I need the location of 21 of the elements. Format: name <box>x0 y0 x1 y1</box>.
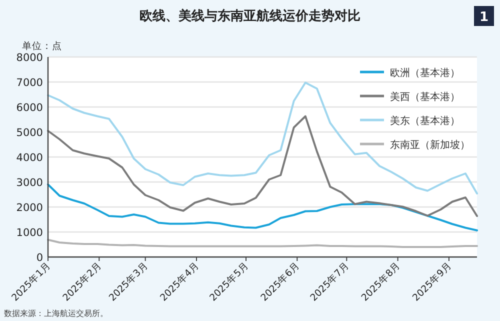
y-tick-label: 1000 <box>16 227 43 239</box>
line-series <box>47 184 478 232</box>
y-axis-title: 单位：点 <box>22 40 62 52</box>
chart-title: 欧线、美线与东南亚航线运价走势对比 <box>140 8 360 24</box>
y-tick-label: 5000 <box>16 127 43 139</box>
source-note: 数据来源：上海航运交易所。 <box>4 309 108 318</box>
legend-label: 东南亚（新加坡） <box>390 139 470 151</box>
line-series <box>47 238 478 248</box>
legend-label: 美西（基本港） <box>390 91 460 103</box>
y-tick-label: 4000 <box>16 152 43 164</box>
y-tick-label: 0 <box>36 252 43 264</box>
y-tick-label: 3000 <box>16 177 43 189</box>
y-tick-label: 6000 <box>16 102 43 114</box>
y-tick-label: 8000 <box>16 52 43 64</box>
legend-label: 美东（基本港） <box>390 115 460 127</box>
text: 1 <box>479 10 489 25</box>
legend-label: 欧洲（基本港） <box>390 67 460 79</box>
y-tick-label: 2000 <box>16 202 43 214</box>
line-series <box>47 82 478 194</box>
y-tick-label: 7000 <box>16 77 43 89</box>
line-series <box>47 115 478 217</box>
